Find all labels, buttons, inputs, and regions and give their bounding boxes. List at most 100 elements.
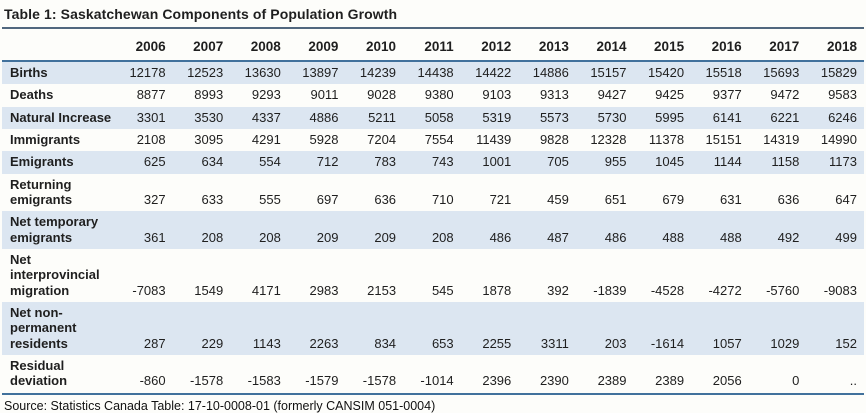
value-cell: 486 (489, 229, 512, 245)
value-cell: -1578 (172, 354, 231, 395)
table-body: Births 12178 12523 13630 13897 14239 14438 1442… (2, 61, 864, 395)
value-cell: 14239 (359, 65, 397, 80)
value-cell: 12328 (590, 131, 627, 147)
row-label: Returning emigrants (10, 176, 73, 207)
value-cell: 712 (316, 154, 339, 170)
value-cell: 14422 (475, 65, 512, 80)
source-note: Source: Statistics Canada Table: 17-10-0… (4, 398, 436, 413)
value-cell: 9427 (597, 87, 627, 103)
value-cell: 2389 (633, 354, 692, 395)
value-cell: 12523 (187, 65, 224, 80)
value-cell: 5730 (597, 109, 627, 125)
value-cell: 3311 (540, 335, 569, 351)
value-cell: 15151 (705, 131, 742, 147)
value-cell: 209 (374, 229, 397, 245)
row-label: Emigrants (10, 154, 74, 170)
value-cell: 2255 (482, 335, 512, 351)
table-row: Natural Increase 3301 3530 4337 4886 5211 5058… (2, 106, 864, 129)
row-label: Natural Increase (10, 109, 112, 125)
value-cell: 555 (259, 191, 281, 207)
value-cell: -1014 (403, 354, 461, 395)
value-cell: 9293 (251, 87, 281, 103)
corner-cell (2, 29, 115, 62)
value-cell: 2983 (309, 282, 339, 298)
row-label: Net temporary emigrants (10, 214, 99, 245)
value-cell: 487 (547, 229, 569, 245)
value-cell: 3530 (194, 109, 224, 125)
value-cell: -1578 (345, 354, 404, 395)
value-cell: 743 (431, 154, 454, 170)
value-cell: 9011 (310, 87, 339, 103)
value-cell: 7204 (367, 131, 397, 147)
value-cell: -4528 (650, 282, 685, 298)
year-column-header: 2011 (403, 29, 461, 62)
year-column-header: 2010 (345, 29, 404, 62)
value-cell: 13630 (244, 65, 281, 80)
table-row: Emigrants 625 634 554 712 783 743 1001 705 955 104… (2, 151, 864, 174)
value-cell: -5760 (766, 282, 800, 298)
value-cell: 653 (431, 335, 454, 351)
value-cell: 208 (201, 229, 224, 245)
value-cell: 492 (777, 229, 800, 245)
value-cell: 631 (720, 191, 742, 207)
value-cell: 651 (604, 191, 627, 207)
value-cell: 545 (431, 282, 454, 298)
table-row: Net interprovincial migration -7083 1549 41… (2, 249, 864, 302)
value-cell: 13897 (302, 65, 339, 80)
value-cell: 647 (835, 191, 857, 207)
value-cell: 1143 (252, 335, 281, 351)
value-cell: 710 (431, 191, 454, 207)
value-cell: 9472 (770, 87, 800, 103)
value-cell: 14990 (820, 131, 857, 147)
value-cell: 636 (374, 191, 397, 207)
value-cell: -1839 (593, 282, 627, 298)
table-header-row: 2006 2007 2008 2009 2010 2011 2012 2013 2014 2015… (2, 29, 864, 62)
value-cell: 15829 (820, 65, 857, 80)
value-cell: 625 (143, 154, 166, 170)
year-column-header: 2008 (230, 29, 288, 62)
table-row: Net non-permanent residents 287 229 1143 226… (2, 301, 864, 355)
row-label: Residual deviation (2, 354, 115, 395)
value-cell: 488 (662, 229, 685, 245)
value-cell: 208 (259, 229, 281, 245)
value-cell: 783 (374, 154, 397, 170)
value-cell: 5995 (655, 109, 685, 125)
value-cell: 955 (604, 154, 627, 170)
value-cell: 486 (604, 229, 627, 245)
value-cell: 209 (316, 229, 339, 245)
value-cell: -9083 (823, 282, 857, 298)
value-cell: 3095 (194, 131, 224, 147)
value-cell: -7083 (132, 282, 166, 298)
table-title: Table 1: Saskatchewan Components of Popu… (2, 4, 864, 29)
value-cell: 203 (604, 335, 627, 351)
value-cell: 636 (777, 191, 800, 207)
value-cell: -1583 (230, 354, 288, 395)
value-cell: 15518 (705, 65, 742, 80)
value-cell: 633 (201, 191, 224, 207)
value-cell: 4886 (309, 109, 339, 125)
value-cell: 14438 (417, 65, 454, 80)
value-cell: 1549 (194, 282, 224, 298)
value-cell: 721 (489, 191, 512, 207)
value-cell: 5319 (482, 109, 512, 125)
value-cell: 6141 (712, 109, 742, 125)
value-cell: 9583 (828, 87, 857, 103)
value-cell: 4171 (251, 282, 281, 298)
value-cell: 2153 (367, 282, 397, 298)
value-cell: 697 (316, 191, 339, 207)
value-cell: 9380 (424, 87, 454, 103)
population-growth-table: 2006 2007 2008 2009 2010 2011 2012 2013 2014 2015… (2, 29, 864, 395)
value-cell: 14886 (532, 65, 569, 80)
table-row: Residual deviation -860 -1578 -1583 -1579 -15… (2, 354, 864, 395)
value-cell: -1579 (287, 354, 346, 395)
table-row: Returning emigrants 327 633 555 697 636 710 721… (2, 174, 864, 212)
value-cell: 12178 (129, 65, 166, 80)
value-cell: 11439 (476, 131, 512, 147)
value-cell: 6221 (770, 109, 800, 125)
value-cell: 208 (431, 229, 454, 245)
year-column-header: 2015 (633, 29, 692, 62)
value-cell: 11378 (648, 131, 685, 147)
year-column-header: 2007 (172, 29, 231, 62)
value-cell: 1029 (770, 335, 800, 351)
